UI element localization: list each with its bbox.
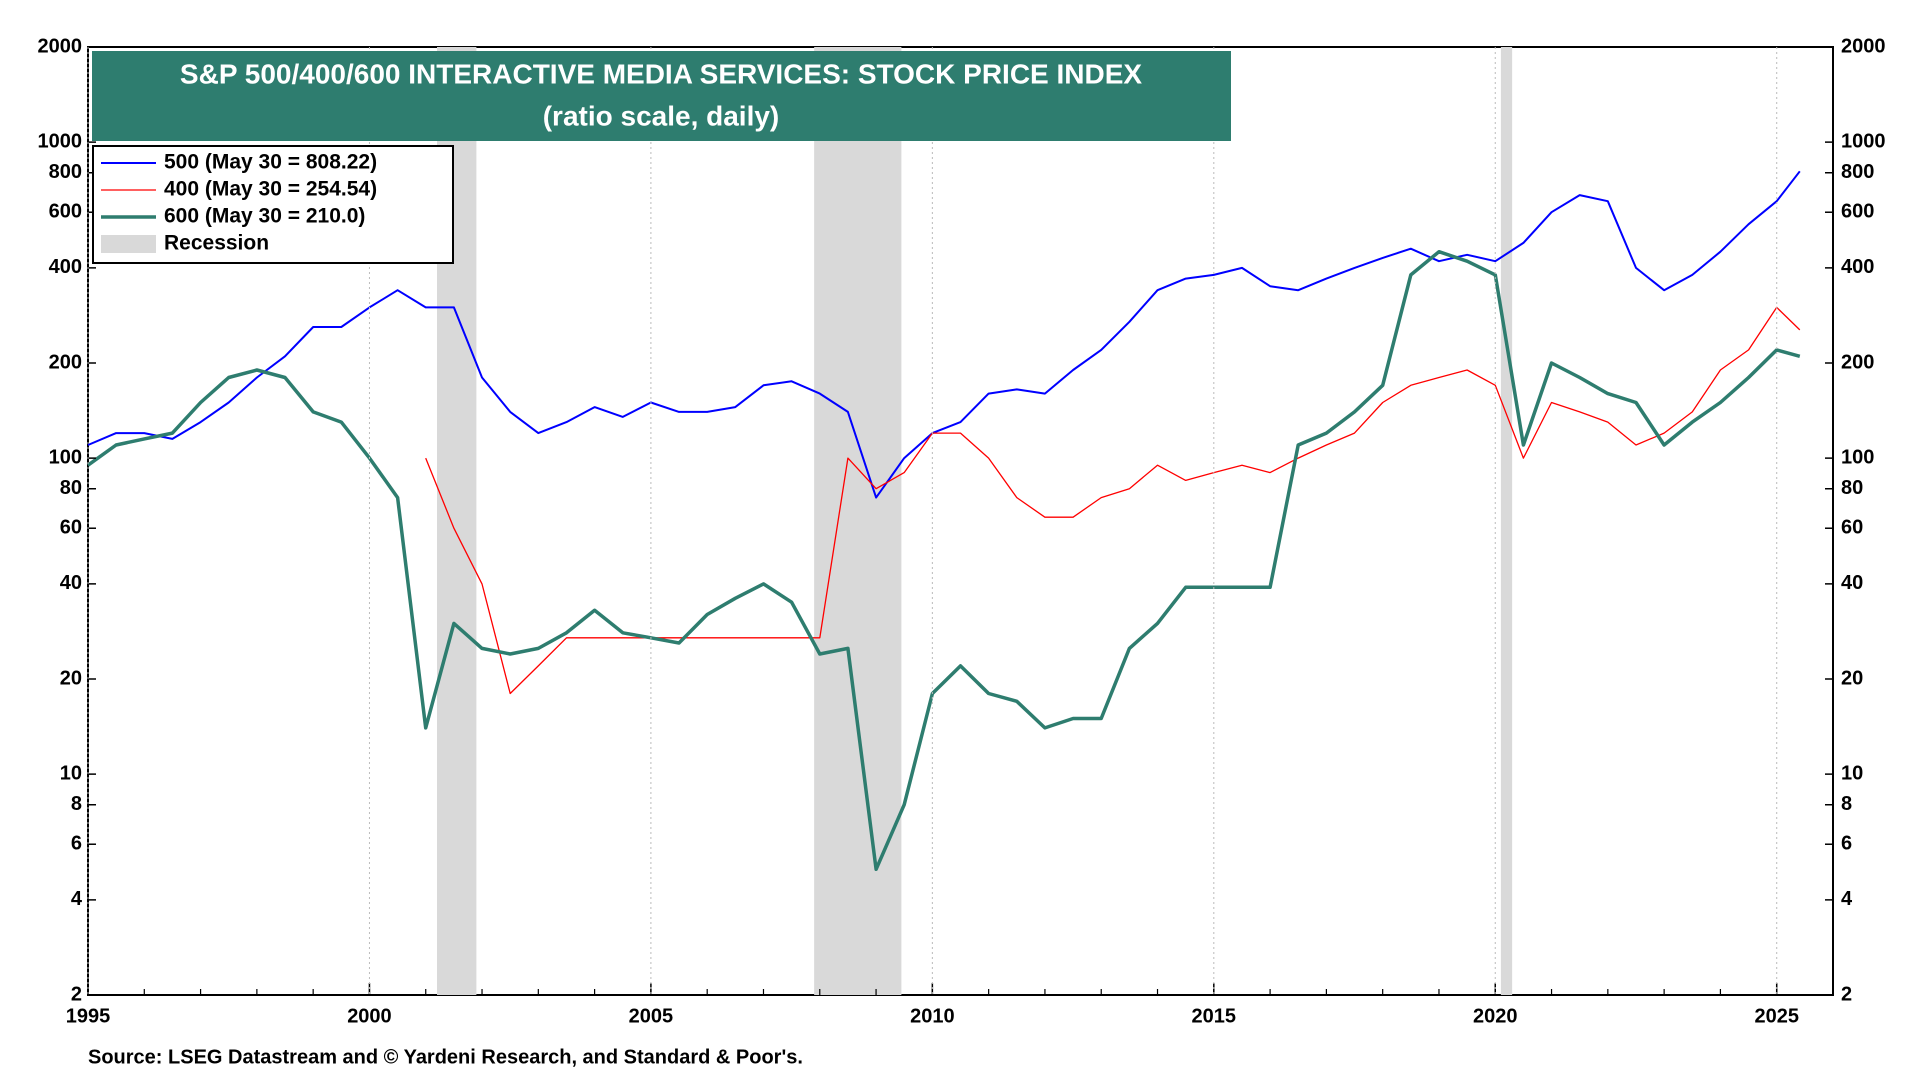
y-tick-label: 100	[49, 446, 82, 468]
y2-tick-label: 8	[1841, 793, 1852, 815]
y-tick-label: 40	[60, 572, 82, 594]
y2-tick-label: 40	[1841, 572, 1863, 594]
y2-tick-label: 600	[1841, 201, 1874, 223]
chart-subtitle: (ratio scale, daily)	[543, 100, 780, 131]
y2-tick-label: 200	[1841, 351, 1874, 373]
legend-label: 500 (May 30 = 808.22)	[164, 151, 377, 174]
source-note: Source: LSEG Datastream and © Yardeni Re…	[88, 1046, 803, 1068]
plot-frame	[87, 46, 1834, 996]
chart-title: S&P 500/400/600 INTERACTIVE MEDIA SERVIC…	[180, 58, 1142, 89]
x-tick-label: 2000	[347, 1005, 392, 1027]
y-tick-label: 20	[60, 667, 82, 689]
title-box	[92, 51, 1231, 141]
y-tick-label: 1000	[38, 130, 83, 152]
x-tick-label: 2025	[1754, 1005, 1799, 1027]
y-tick-label: 600	[49, 201, 82, 223]
x-tick-label: 1995	[66, 1005, 111, 1027]
legend-label: Recession	[164, 232, 269, 255]
series-line	[86, 249, 1801, 872]
x-tick-label: 2005	[629, 1005, 674, 1027]
y2-tick-label: 100	[1841, 446, 1874, 468]
y-tick-label: 800	[49, 161, 82, 183]
y2-tick-label: 800	[1841, 161, 1874, 183]
y-tick-label: 2000	[38, 35, 83, 57]
y-tick-label: 8	[71, 793, 82, 815]
series-line	[87, 170, 1801, 499]
y2-tick-label: 2	[1841, 983, 1852, 1005]
y2-tick-label: 2000	[1841, 35, 1886, 57]
y2-tick-label: 60	[1841, 517, 1863, 539]
y2-tick-label: 80	[1841, 477, 1863, 499]
y-tick-label: 80	[60, 477, 82, 499]
legend-label: 400 (May 30 = 254.54)	[164, 178, 377, 201]
x-tick-label: 2010	[910, 1005, 955, 1027]
y2-tick-label: 20	[1841, 667, 1863, 689]
y-tick-label: 2	[71, 983, 82, 1005]
legend-label: 600 (May 30 = 210.0)	[164, 205, 365, 228]
y2-tick-label: 4	[1841, 888, 1853, 910]
y2-tick-label: 10	[1841, 762, 1863, 784]
y2-tick-label: 1000	[1841, 130, 1886, 152]
y-tick-label: 200	[49, 351, 82, 373]
y-tick-label: 10	[60, 762, 82, 784]
y-tick-label: 400	[49, 256, 82, 278]
y2-tick-label: 6	[1841, 833, 1852, 855]
x-tick-label: 2020	[1473, 1005, 1518, 1027]
x-tick-label: 2015	[1192, 1005, 1237, 1027]
legend-swatch	[101, 235, 156, 253]
y-tick-label: 60	[60, 517, 82, 539]
recession-band	[814, 47, 902, 995]
y2-tick-label: 400	[1841, 256, 1874, 278]
recession-band	[1500, 47, 1513, 995]
y-tick-label: 4	[71, 888, 83, 910]
y-tick-label: 6	[71, 833, 82, 855]
